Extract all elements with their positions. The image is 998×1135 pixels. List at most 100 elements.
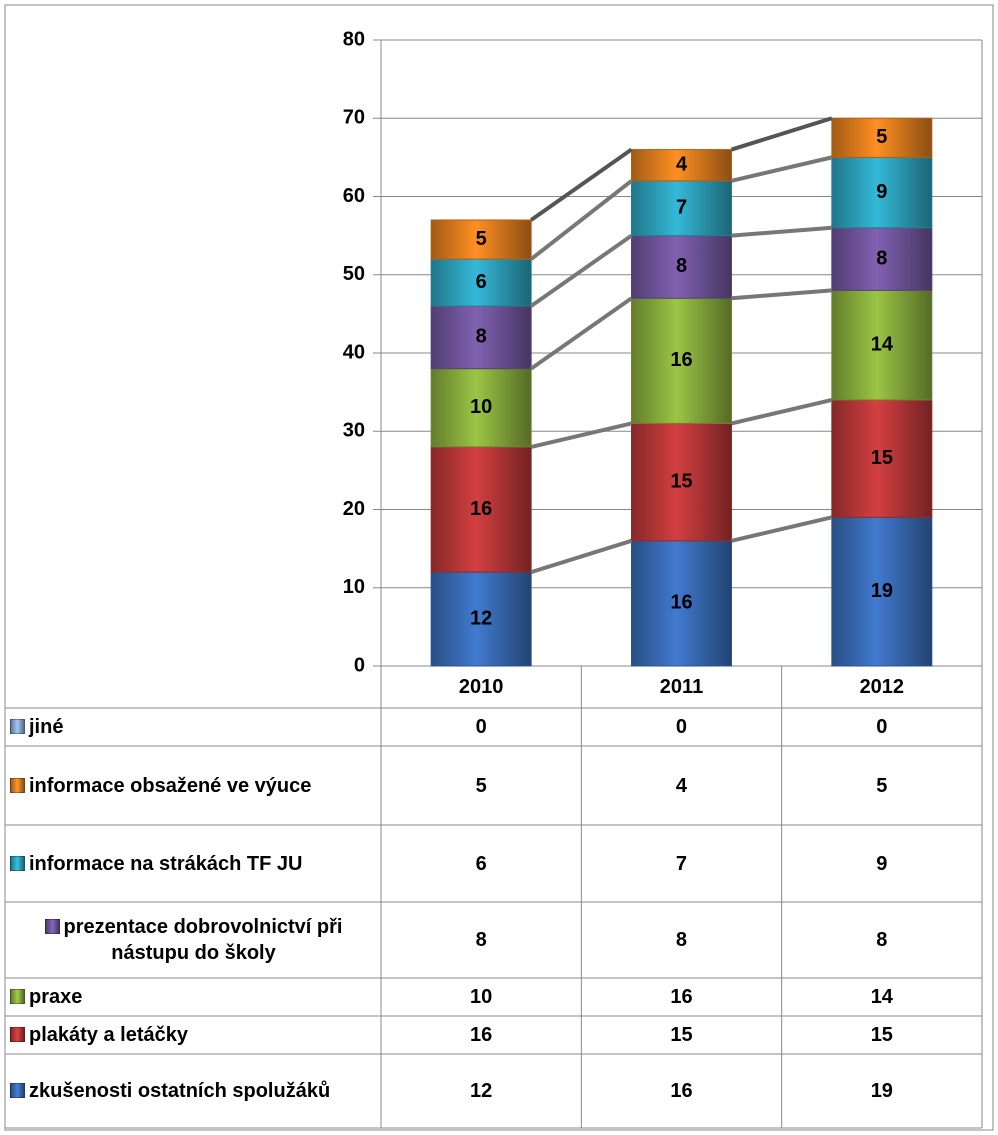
legend-swatch bbox=[10, 719, 25, 734]
legend-swatch bbox=[10, 777, 25, 793]
legend-label: praxe bbox=[10, 984, 82, 1010]
data-label: 8 bbox=[676, 255, 687, 277]
legend-text: informace obsažené ve výuce bbox=[29, 774, 312, 797]
series-line bbox=[730, 116, 833, 152]
x-tick-label: 2012 bbox=[859, 676, 905, 698]
series-line bbox=[731, 398, 833, 426]
legend-entry: informace obsažené ve výuce bbox=[10, 746, 377, 825]
legend-swatch bbox=[10, 855, 25, 871]
legend-entry: jiné bbox=[10, 708, 377, 746]
y-tick-label: 0 bbox=[354, 654, 365, 676]
data-label: 15 bbox=[670, 470, 692, 492]
table-value: 9 bbox=[876, 852, 888, 875]
legend-swatch bbox=[10, 1083, 25, 1098]
bar-segment bbox=[831, 516, 933, 667]
legend-label: jiné bbox=[10, 714, 63, 740]
series-line bbox=[530, 147, 633, 222]
data-label: 5 bbox=[476, 228, 487, 250]
series-line bbox=[530, 296, 633, 371]
x-tick-label: 2010 bbox=[458, 676, 504, 698]
bar-segment bbox=[430, 446, 532, 573]
bar-segment bbox=[831, 117, 933, 158]
table-value: 12 bbox=[470, 1080, 493, 1102]
bar-segment bbox=[831, 289, 933, 401]
data-label: 16 bbox=[470, 498, 492, 520]
legend-entry: plakáty a letáčky bbox=[10, 1016, 377, 1054]
table-value: 4 bbox=[675, 774, 688, 797]
data-label: 7 bbox=[676, 197, 687, 219]
data-label: 16 bbox=[670, 349, 692, 371]
legend-label: informace na strákách TF JU bbox=[10, 851, 302, 877]
table-value: 15 bbox=[670, 1024, 693, 1046]
table-value: 5 bbox=[475, 774, 487, 797]
data-label: 14 bbox=[871, 333, 894, 355]
series-line bbox=[530, 233, 633, 308]
series-line bbox=[731, 515, 833, 543]
table-value: 0 bbox=[675, 716, 688, 738]
legend-label: informace obsažené ve výuce bbox=[10, 773, 311, 799]
legend-text: praxe bbox=[29, 986, 83, 1008]
table-value: 10 bbox=[470, 986, 493, 1008]
data-label: 12 bbox=[470, 607, 492, 629]
series-line bbox=[731, 225, 832, 238]
data-label: 10 bbox=[470, 396, 492, 418]
series-line bbox=[529, 179, 633, 261]
data-label: 16 bbox=[670, 592, 692, 614]
outer-border bbox=[4, 4, 994, 1131]
legend-entry: praxe bbox=[10, 978, 377, 1016]
legend-entry: prezentace dobrovolnictví při nástupu do… bbox=[10, 902, 377, 978]
data-label: 15 bbox=[871, 447, 893, 469]
table-value: 15 bbox=[870, 1024, 893, 1046]
series-line bbox=[731, 155, 833, 183]
y-tick-label: 30 bbox=[343, 420, 365, 442]
legend-swatch bbox=[10, 1027, 25, 1042]
y-tick-label: 20 bbox=[343, 498, 365, 520]
legend-text: zkušenosti ostatních spolužáků bbox=[29, 1080, 331, 1102]
bar-segment bbox=[831, 156, 933, 229]
table-value: 0 bbox=[876, 716, 888, 738]
table-value: 8 bbox=[675, 929, 688, 951]
legend-swatch bbox=[10, 989, 25, 1004]
legend-label: zkušenosti ostatních spolužáků bbox=[10, 1078, 330, 1104]
table-value: 8 bbox=[475, 929, 487, 951]
table-value: 14 bbox=[870, 986, 893, 1008]
data-label: 19 bbox=[871, 580, 893, 602]
x-tick-label: 2011 bbox=[659, 676, 704, 698]
bar-segment bbox=[831, 227, 933, 291]
table-value: 8 bbox=[876, 929, 888, 951]
bar-segment bbox=[631, 297, 732, 424]
legend-text: informace na strákách TF JU bbox=[29, 852, 303, 875]
table-value: 16 bbox=[670, 986, 693, 1008]
bar-segment bbox=[631, 540, 732, 667]
series-line bbox=[530, 421, 632, 449]
legend-swatch bbox=[44, 919, 60, 934]
data-label: 4 bbox=[676, 153, 688, 175]
legend-label: prezentace dobrovolnictví při nástupu do… bbox=[10, 914, 377, 966]
table-value: 6 bbox=[475, 852, 487, 875]
table-value: 0 bbox=[475, 716, 487, 738]
bar-segment bbox=[831, 399, 933, 518]
table-value: 16 bbox=[670, 1080, 693, 1102]
legend-entry: informace na strákách TF JU bbox=[10, 825, 377, 902]
bar-segment bbox=[430, 258, 532, 307]
table-value: 7 bbox=[675, 852, 688, 875]
data-label: 8 bbox=[876, 247, 887, 269]
data-label: 5 bbox=[876, 126, 887, 148]
y-tick-label: 60 bbox=[343, 185, 365, 207]
table-value: 16 bbox=[470, 1024, 493, 1046]
table-value: 19 bbox=[870, 1080, 893, 1102]
y-tick-label: 40 bbox=[343, 341, 365, 363]
y-tick-label: 50 bbox=[343, 263, 365, 285]
y-tick-label: 80 bbox=[343, 28, 365, 50]
legend-entry: zkušenosti ostatních spolužáků bbox=[10, 1054, 377, 1128]
data-label: 6 bbox=[476, 271, 487, 293]
legend-text: plakáty a letáčky bbox=[29, 1024, 188, 1046]
legend-text: prezentace dobrovolnictví při nástupu do… bbox=[63, 916, 343, 964]
series-line bbox=[530, 538, 633, 575]
legend-text: jiné bbox=[29, 716, 64, 738]
table-value: 5 bbox=[876, 774, 888, 797]
bar-segment bbox=[430, 219, 532, 260]
y-tick-label: 70 bbox=[343, 107, 365, 129]
